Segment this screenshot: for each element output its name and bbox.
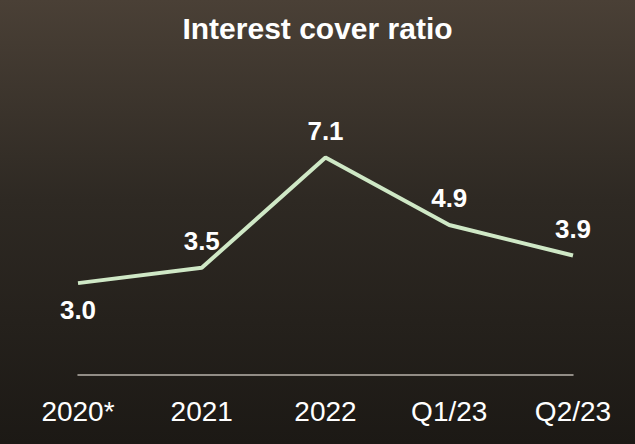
- svg-text:3.0: 3.0: [60, 295, 96, 325]
- svg-text:2022: 2022: [294, 396, 356, 427]
- svg-text:Interest cover ratio: Interest cover ratio: [182, 12, 452, 45]
- svg-text:4.9: 4.9: [431, 183, 467, 213]
- svg-text:2021: 2021: [171, 396, 233, 427]
- svg-text:2020*: 2020*: [41, 396, 114, 427]
- svg-text:3.5: 3.5: [184, 226, 220, 256]
- svg-text:Q1/23: Q1/23: [411, 396, 487, 427]
- svg-text:Q2/23: Q2/23: [535, 396, 611, 427]
- svg-text:7.1: 7.1: [307, 116, 343, 146]
- svg-text:3.9: 3.9: [555, 214, 591, 244]
